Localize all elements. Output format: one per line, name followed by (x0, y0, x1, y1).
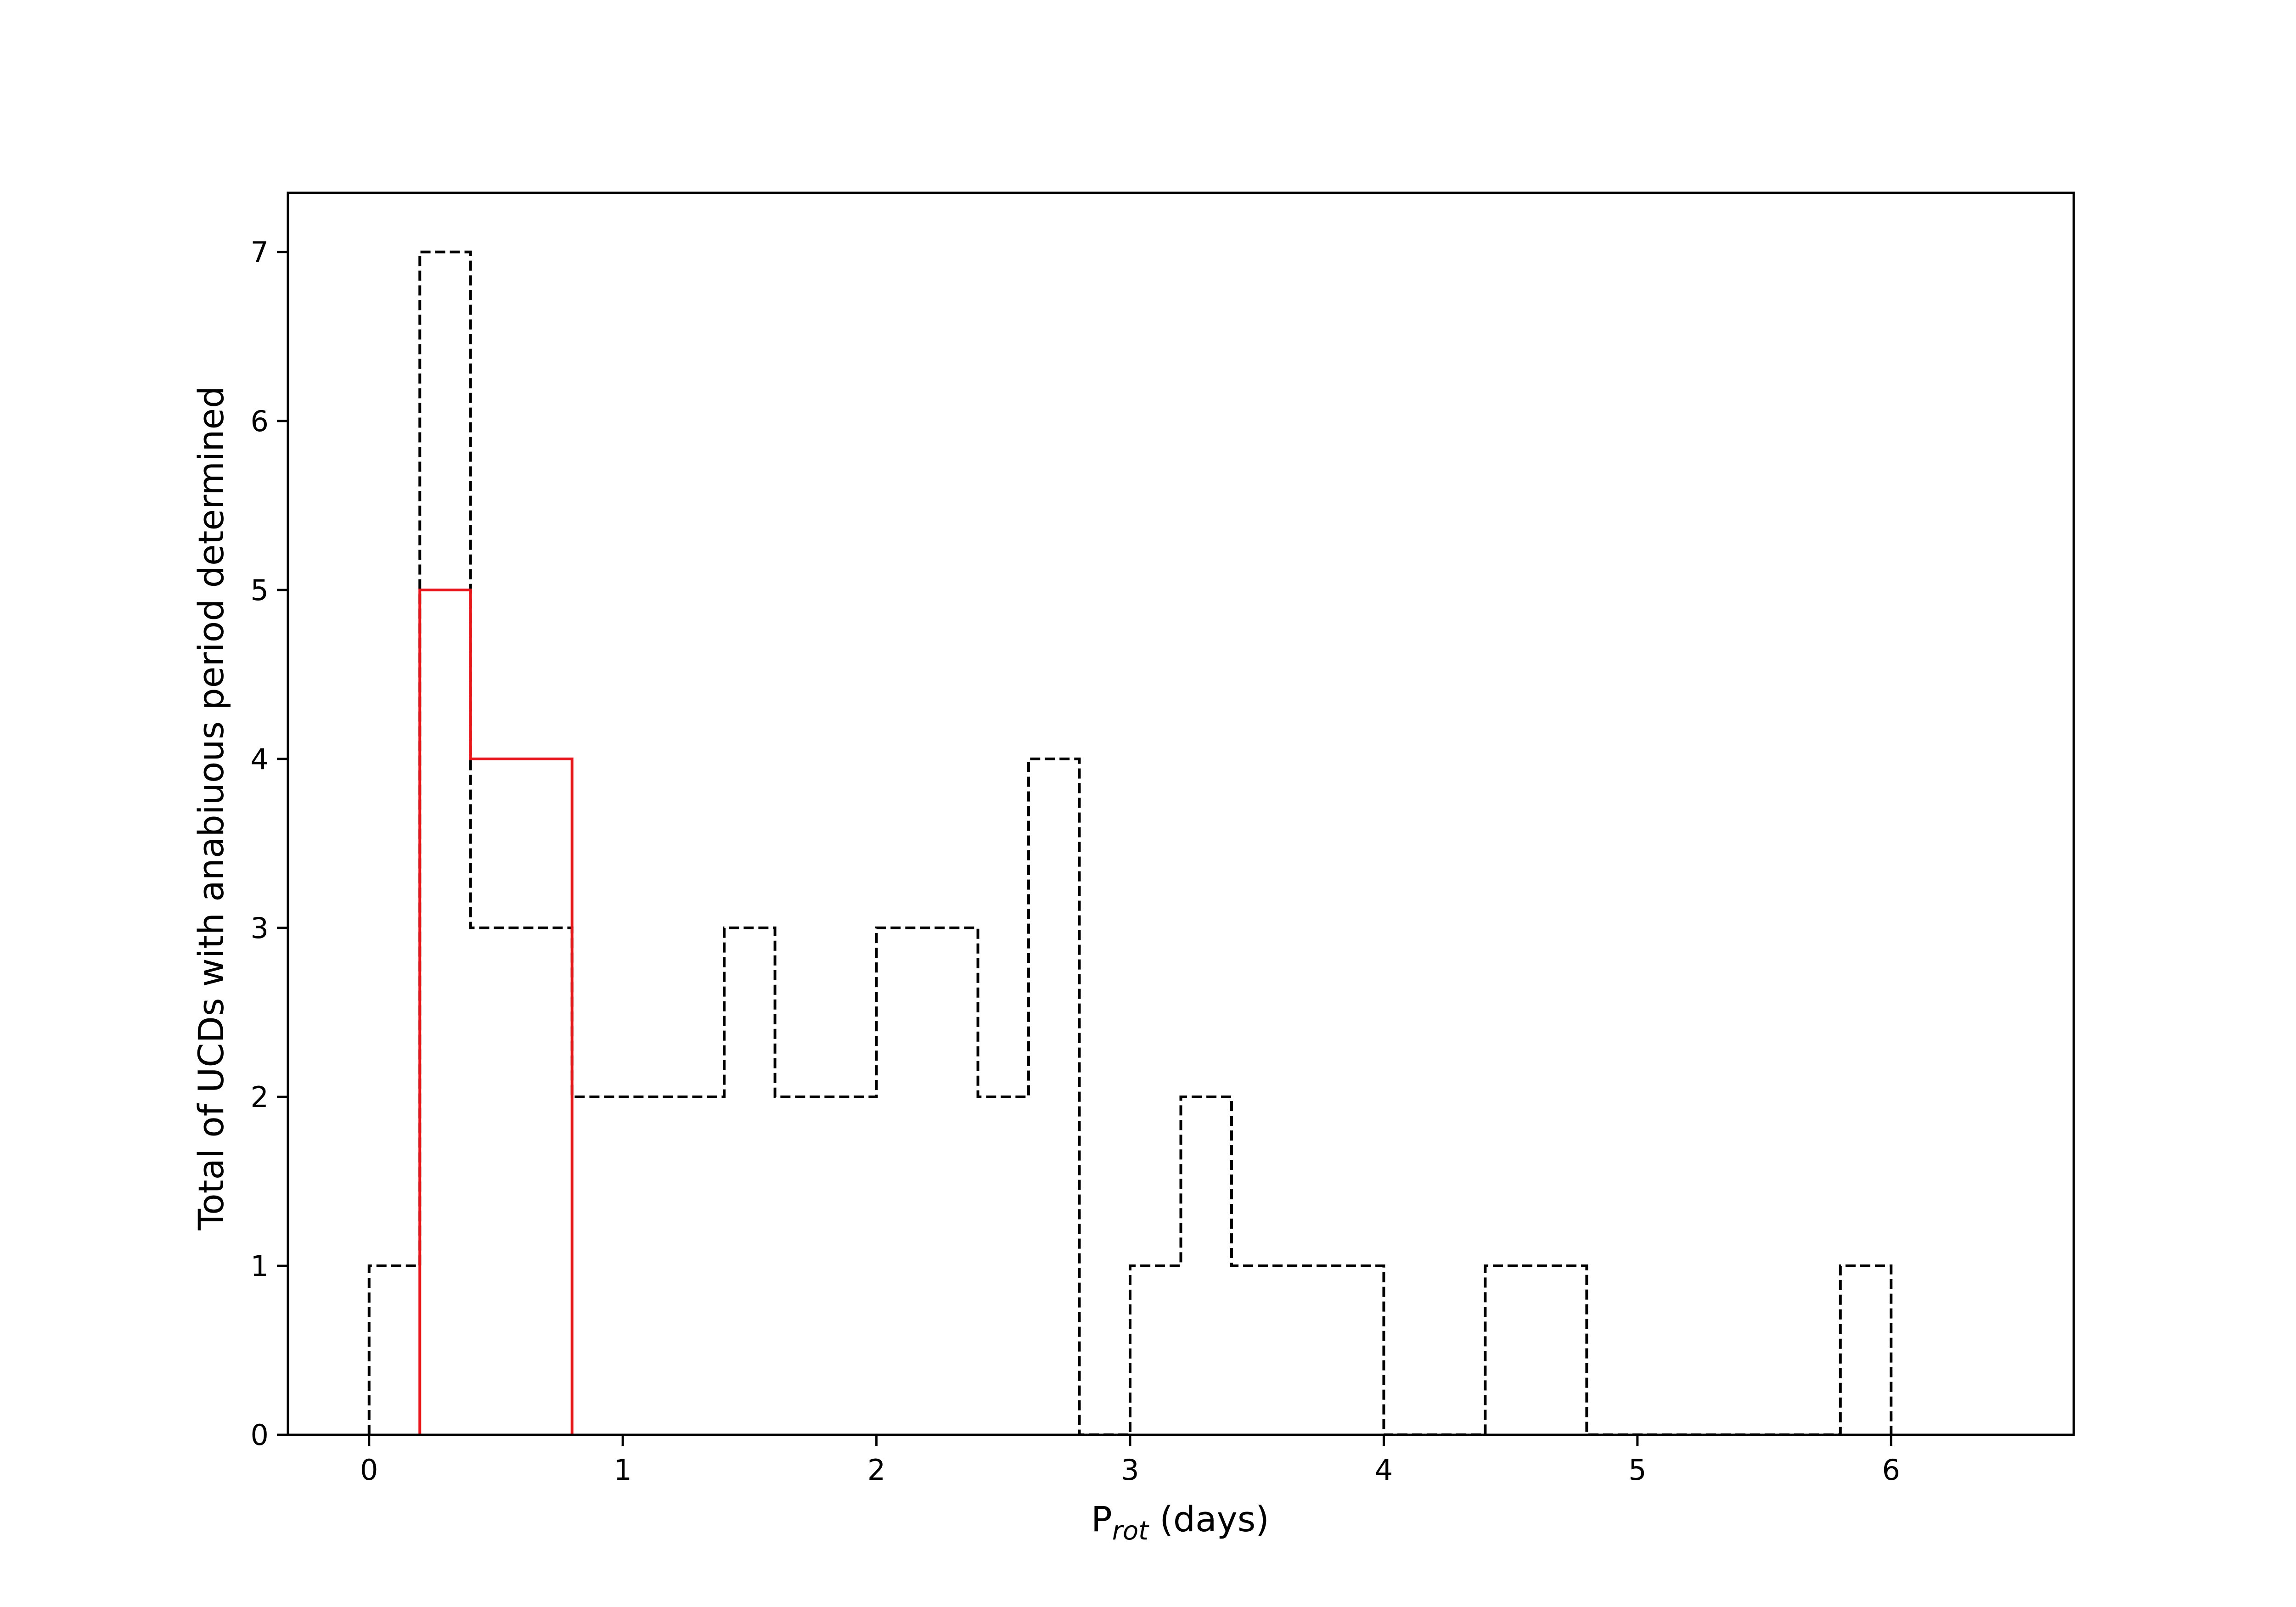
x-tick-label: 0 (360, 1453, 378, 1487)
histogram-bin (674, 1097, 724, 1435)
histogram-bin (1536, 1266, 1587, 1435)
x-axis-label: Prot (days) (1091, 1499, 1269, 1546)
histogram-bin (978, 1097, 1029, 1435)
x-axis-label-main: P (1091, 1499, 1112, 1540)
histogram-bin (724, 928, 775, 1435)
x-axis-label-suffix: (days) (1148, 1499, 1269, 1540)
ticks: 0 1 2 3 4 5 6 0 1 2 3 4 5 6 7 (251, 236, 1900, 1487)
y-tick-label: 3 (251, 911, 269, 945)
histogram-bin (1282, 1266, 1333, 1435)
y-tick-label: 4 (251, 742, 269, 776)
x-axis-label-subscript: rot (1112, 1516, 1149, 1546)
x-tick-label: 2 (867, 1453, 885, 1487)
y-tick-label: 2 (251, 1080, 269, 1114)
histogram-bin (623, 1097, 673, 1435)
histogram-bin (369, 1266, 420, 1435)
histogram-bin (826, 1097, 876, 1435)
histogram-bin (1333, 1266, 1384, 1435)
histogram-bin (1232, 1266, 1282, 1435)
histogram-bin (1485, 1266, 1536, 1435)
y-tick-label: 1 (251, 1249, 269, 1283)
x-tick-label: 1 (613, 1453, 631, 1487)
histogram-bin (1029, 759, 1079, 1435)
x-tick-label: 4 (1375, 1453, 1393, 1487)
histogram-bin (1130, 1266, 1181, 1435)
x-tick-label: 3 (1121, 1453, 1139, 1487)
histogram-bin (1181, 1097, 1232, 1435)
x-tick-label: 6 (1882, 1453, 1900, 1487)
histogram-bin (420, 590, 470, 1435)
histogram-bin (471, 759, 521, 1435)
plot-frame (287, 191, 2075, 1436)
histogram-bin (775, 1097, 826, 1435)
solid-red-histogram (418, 588, 574, 1435)
y-tick-label: 7 (251, 236, 269, 269)
y-tick-label: 0 (251, 1418, 269, 1452)
y-tick-label: 5 (251, 573, 269, 607)
step-outline (418, 588, 574, 1435)
y-tick-label: 6 (251, 405, 269, 438)
histogram-bin (1840, 1266, 1891, 1435)
histogram-bin (877, 928, 927, 1435)
histogram-bin (572, 1097, 623, 1435)
x-tick-label: 5 (1628, 1453, 1646, 1487)
y-axis-label: Total of UCDs with anabiuous period dete… (191, 386, 231, 1231)
histogram-bin (927, 928, 978, 1435)
histogram-bin (521, 759, 572, 1435)
axes (287, 191, 2075, 1436)
